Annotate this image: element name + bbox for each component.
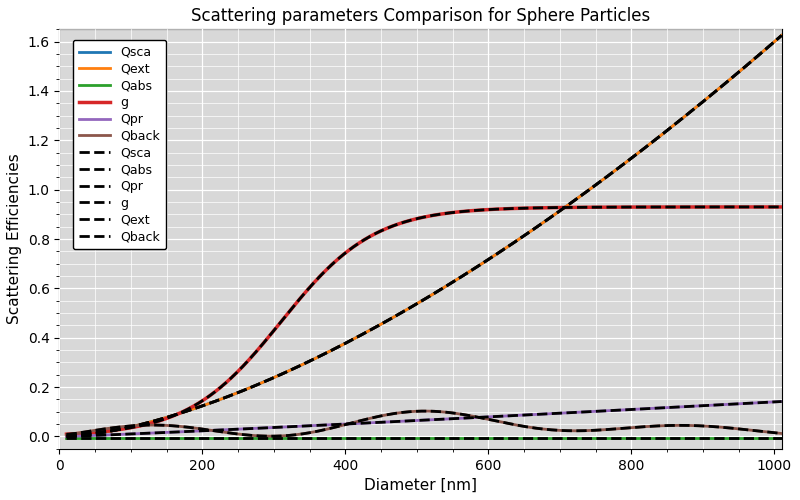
Legend: Qsca, Qext, Qabs, g, Qpr, Qback, Qsca, Qabs, Qpr, g, Qext, Qback: Qsca, Qext, Qabs, g, Qpr, Qback, Qsca, Q… <box>73 40 166 250</box>
Y-axis label: Scattering Efficiencies: Scattering Efficiencies <box>7 154 22 324</box>
X-axis label: Diameter [nm]: Diameter [nm] <box>364 478 477 493</box>
Title: Scattering parameters Comparison for Sphere Particles: Scattering parameters Comparison for Sph… <box>191 7 650 25</box>
